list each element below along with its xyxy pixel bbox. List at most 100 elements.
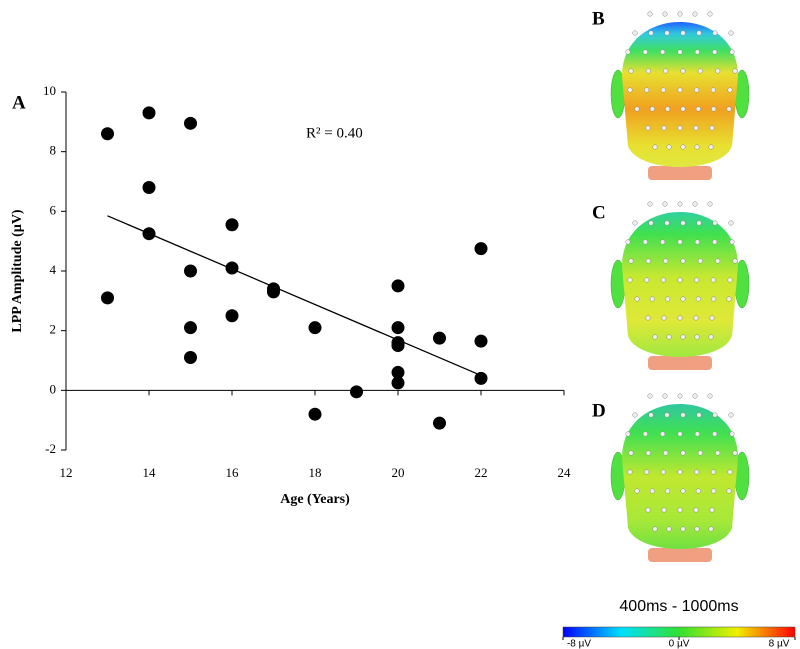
- electrode: [665, 296, 671, 302]
- x-axis-title: Age (Years): [280, 492, 350, 507]
- electrode: [666, 526, 672, 532]
- electrode: [729, 431, 735, 437]
- electrode: [715, 450, 721, 456]
- electrode: [664, 412, 670, 418]
- electrode: [649, 106, 655, 112]
- scalp: [622, 22, 738, 167]
- electrode: [677, 49, 683, 55]
- x-tick-label: 14: [143, 465, 157, 480]
- electrode: [729, 49, 735, 55]
- electrode: [644, 469, 650, 475]
- electrode: [708, 526, 714, 532]
- electrode: [662, 11, 668, 17]
- electrode: [732, 450, 738, 456]
- electrode: [711, 488, 717, 494]
- electrode: [644, 87, 650, 93]
- electrode: [660, 49, 666, 55]
- x-tick-label: 22: [475, 465, 488, 480]
- electrode: [632, 30, 638, 36]
- electrode: [694, 431, 700, 437]
- electrode: [634, 296, 640, 302]
- point: [391, 339, 405, 353]
- electrode: [695, 106, 701, 112]
- electrode: [709, 315, 715, 321]
- point: [433, 331, 446, 345]
- electrode: [727, 469, 733, 475]
- electrode: [712, 412, 718, 418]
- electrode: [680, 526, 686, 532]
- electrode: [662, 393, 668, 399]
- electrode: [692, 201, 698, 207]
- electrode: [648, 412, 654, 418]
- electrode: [712, 431, 718, 437]
- electrode: [677, 87, 683, 93]
- electrode: [652, 334, 658, 340]
- electrode: [677, 507, 683, 513]
- electrode: [680, 258, 686, 264]
- point: [225, 218, 239, 232]
- electrode: [709, 507, 715, 513]
- electrode: [677, 125, 683, 131]
- trend-line: [107, 215, 482, 377]
- electrode: [712, 49, 718, 55]
- head-map: [610, 201, 750, 370]
- point: [391, 321, 405, 335]
- electrode: [660, 87, 666, 93]
- electrode: [665, 106, 671, 112]
- point: [391, 376, 405, 390]
- point: [308, 321, 322, 335]
- electrode: [694, 49, 700, 55]
- scalp: [622, 212, 738, 357]
- colorbar-tick-label: -8 µV: [567, 639, 591, 649]
- electrode: [680, 334, 686, 340]
- electrode: [715, 258, 721, 264]
- electrode: [727, 277, 733, 283]
- electrode: [694, 526, 700, 532]
- point: [184, 351, 197, 365]
- electrode: [695, 488, 701, 494]
- x-tick-label: 16: [226, 465, 240, 480]
- point: [184, 321, 197, 335]
- panel-label: C: [592, 202, 606, 223]
- electrode: [645, 507, 651, 513]
- electrode: [661, 315, 667, 321]
- electrode: [677, 431, 683, 437]
- electrode: [694, 87, 700, 93]
- head-map: [610, 11, 750, 180]
- electrode: [645, 450, 651, 456]
- electrode: [728, 30, 734, 36]
- electrode: [732, 68, 738, 74]
- electrode: [710, 87, 716, 93]
- electrode: [677, 201, 683, 207]
- electrode: [732, 258, 738, 264]
- electrode: [726, 296, 732, 302]
- electrode: [696, 220, 702, 226]
- x-tick-label: 18: [309, 465, 322, 480]
- colorbar-tick-label: 0 µV: [669, 639, 690, 649]
- electrode: [627, 469, 633, 475]
- electrode: [694, 144, 700, 150]
- electrode: [694, 469, 700, 475]
- panel-label: D: [592, 400, 606, 421]
- electrode: [660, 431, 666, 437]
- electrode: [660, 277, 666, 283]
- electrode: [711, 296, 717, 302]
- electrode: [692, 393, 698, 399]
- electrode: [707, 201, 713, 207]
- neck: [648, 166, 712, 180]
- colorbar-title: 400ms - 1000ms: [619, 598, 738, 615]
- electrode: [664, 30, 670, 36]
- neck: [648, 548, 712, 562]
- y-tick-label: 2: [50, 322, 57, 337]
- electrode: [680, 106, 686, 112]
- electrode: [680, 68, 686, 74]
- point: [433, 416, 446, 430]
- electrode: [677, 469, 683, 475]
- electrode: [647, 11, 653, 17]
- electrode: [677, 277, 683, 283]
- electrode: [728, 412, 734, 418]
- electrode: [648, 30, 654, 36]
- electrode: [661, 125, 667, 131]
- y-tick-label: 10: [43, 83, 56, 98]
- electrode: [697, 68, 703, 74]
